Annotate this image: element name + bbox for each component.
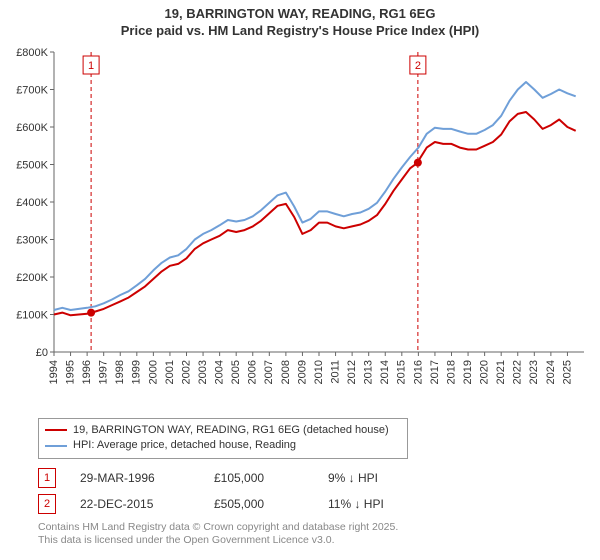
line-chart-svg: £0 £100K £200K £300K £400K £500K £600K £700K £80…	[10, 42, 590, 412]
svg-text:1998: 1998	[114, 360, 126, 384]
svg-text:£300K: £300K	[16, 234, 48, 246]
svg-text:£800K: £800K	[16, 47, 48, 59]
title-block: 19, BARRINGTON WAY, READING, RG1 6EG Pri…	[0, 0, 600, 42]
svg-text:2009: 2009	[296, 360, 308, 384]
marker-badge-1: 1	[38, 468, 56, 488]
svg-text:1995: 1995	[64, 360, 76, 384]
svg-text:1997: 1997	[98, 360, 110, 384]
markers-table: 1 29-MAR-1996 £105,000 9% ↓ HPI 2 22-DEC…	[38, 465, 590, 517]
svg-text:2018: 2018	[445, 360, 457, 384]
marker-date-2: 22-DEC-2015	[80, 497, 190, 511]
svg-text:2023: 2023	[528, 360, 540, 384]
svg-text:2003: 2003	[197, 360, 209, 384]
svg-text:2006: 2006	[247, 360, 259, 384]
svg-text:2: 2	[415, 60, 421, 72]
svg-text:£500K: £500K	[16, 159, 48, 171]
svg-text:1996: 1996	[81, 360, 93, 384]
svg-text:2012: 2012	[346, 360, 358, 384]
svg-text:2021: 2021	[495, 360, 507, 384]
svg-text:£600K: £600K	[16, 122, 48, 134]
legend-label-property: 19, BARRINGTON WAY, READING, RG1 6EG (de…	[73, 423, 389, 438]
marker-delta-2: 11% ↓ HPI	[328, 497, 438, 511]
svg-text:2011: 2011	[329, 360, 341, 384]
marker-row-2: 2 22-DEC-2015 £505,000 11% ↓ HPI	[38, 491, 590, 517]
marker-price-2: £505,000	[214, 497, 304, 511]
chart-container: 19, BARRINGTON WAY, READING, RG1 6EG Pri…	[0, 0, 600, 548]
svg-text:2002: 2002	[180, 360, 192, 384]
svg-text:1: 1	[88, 60, 94, 72]
footer-note: Contains HM Land Registry data © Crown c…	[38, 521, 590, 548]
svg-text:2019: 2019	[462, 360, 474, 384]
svg-text:1999: 1999	[131, 360, 143, 384]
marker-price-1: £105,000	[214, 471, 304, 485]
svg-text:2001: 2001	[164, 360, 176, 384]
svg-text:2008: 2008	[280, 360, 292, 384]
svg-text:2007: 2007	[263, 360, 275, 384]
legend-item-hpi: HPI: Average price, detached house, Read…	[45, 438, 401, 453]
marker-delta-1: 9% ↓ HPI	[328, 471, 438, 485]
svg-text:2016: 2016	[412, 360, 424, 384]
svg-text:£0: £0	[36, 347, 48, 359]
svg-text:1994: 1994	[48, 360, 60, 384]
legend-swatch-hpi	[45, 445, 67, 447]
legend: 19, BARRINGTON WAY, READING, RG1 6EG (de…	[38, 418, 408, 459]
chart-area: £0 £100K £200K £300K £400K £500K £600K £700K £80…	[10, 42, 590, 412]
svg-text:2005: 2005	[230, 360, 242, 384]
svg-text:£100K: £100K	[16, 309, 48, 321]
legend-item-property: 19, BARRINGTON WAY, READING, RG1 6EG (de…	[45, 423, 401, 438]
marker-badge-2: 2	[38, 494, 56, 514]
svg-text:2020: 2020	[479, 360, 491, 384]
legend-swatch-property	[45, 429, 67, 431]
svg-text:2004: 2004	[214, 360, 226, 384]
svg-text:2013: 2013	[363, 360, 375, 384]
footer-line-1: Contains HM Land Registry data © Crown c…	[38, 521, 590, 535]
title-line-2: Price paid vs. HM Land Registry's House …	[0, 23, 600, 40]
svg-text:2025: 2025	[561, 360, 573, 384]
svg-text:2014: 2014	[379, 360, 391, 384]
title-line-1: 19, BARRINGTON WAY, READING, RG1 6EG	[0, 6, 600, 23]
svg-text:2022: 2022	[512, 360, 524, 384]
svg-text:2010: 2010	[313, 360, 325, 384]
svg-text:2000: 2000	[147, 360, 159, 384]
footer-line-2: This data is licensed under the Open Gov…	[38, 534, 590, 548]
marker-row-1: 1 29-MAR-1996 £105,000 9% ↓ HPI	[38, 465, 590, 491]
svg-text:£200K: £200K	[16, 272, 48, 284]
svg-text:£400K: £400K	[16, 197, 48, 209]
marker-date-1: 29-MAR-1996	[80, 471, 190, 485]
svg-text:2024: 2024	[545, 360, 557, 384]
legend-label-hpi: HPI: Average price, detached house, Read…	[73, 438, 296, 453]
svg-text:2015: 2015	[396, 360, 408, 384]
svg-text:2017: 2017	[429, 360, 441, 384]
svg-text:£700K: £700K	[16, 84, 48, 96]
